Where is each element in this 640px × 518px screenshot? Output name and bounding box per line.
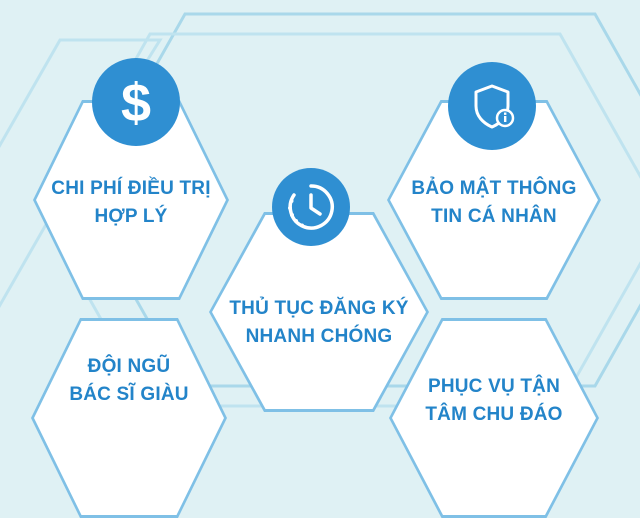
svg-text:$: $ bbox=[121, 74, 151, 130]
hex-card-security-line1: BẢO MẬT THÔNG bbox=[411, 178, 577, 199]
hex-card-cost-text: CHI PHÍ ĐIỀU TRỊ HỢP LÝ bbox=[51, 175, 210, 231]
hex-card-registration-line1: THỦ TỤC ĐĂNG KÝ bbox=[229, 298, 409, 319]
hex-card-service-text: PHỤC VỤ TẬN TÂM CHU ĐÁO bbox=[425, 373, 562, 429]
dollar-icon: $ bbox=[121, 74, 151, 130]
hex-card-doctors-text: ĐỘI NGŨ BÁC SĨ GIÀU bbox=[69, 353, 188, 409]
shield-icon bbox=[474, 84, 515, 129]
hex-card-service-line1: PHỤC VỤ TẬN bbox=[427, 376, 561, 397]
hex-card-service-line2: TÂM CHU ĐÁO bbox=[425, 404, 563, 425]
hex-card-security-text: BẢO MẬT THÔNG TIN CÁ NHÂN bbox=[411, 175, 576, 231]
dollar-icon-badge: $ bbox=[92, 58, 180, 146]
hex-card-cost-line2: HỢP LÝ bbox=[94, 206, 168, 227]
hex-card-cost: CHI PHÍ ĐIỀU TRỊ HỢP LÝ bbox=[33, 100, 229, 300]
hex-card-registration-line2: NHANH CHÓNG bbox=[245, 326, 393, 347]
hex-card-security-line2: TIN CÁ NHÂN bbox=[431, 206, 557, 227]
shield-icon-badge bbox=[448, 62, 536, 150]
clock-icon-badge bbox=[272, 168, 350, 246]
hex-card-doctors-line1: ĐỘI NGŨ bbox=[87, 356, 171, 377]
hex-card-cost-line1: CHI PHÍ ĐIỀU TRỊ bbox=[51, 178, 211, 199]
clock-icon bbox=[288, 184, 334, 230]
hex-card-registration-text: THỦ TỤC ĐĂNG KÝ NHANH CHÓNG bbox=[229, 295, 408, 351]
hex-card-doctors-line2: BÁC SĨ GIÀU bbox=[69, 384, 189, 405]
